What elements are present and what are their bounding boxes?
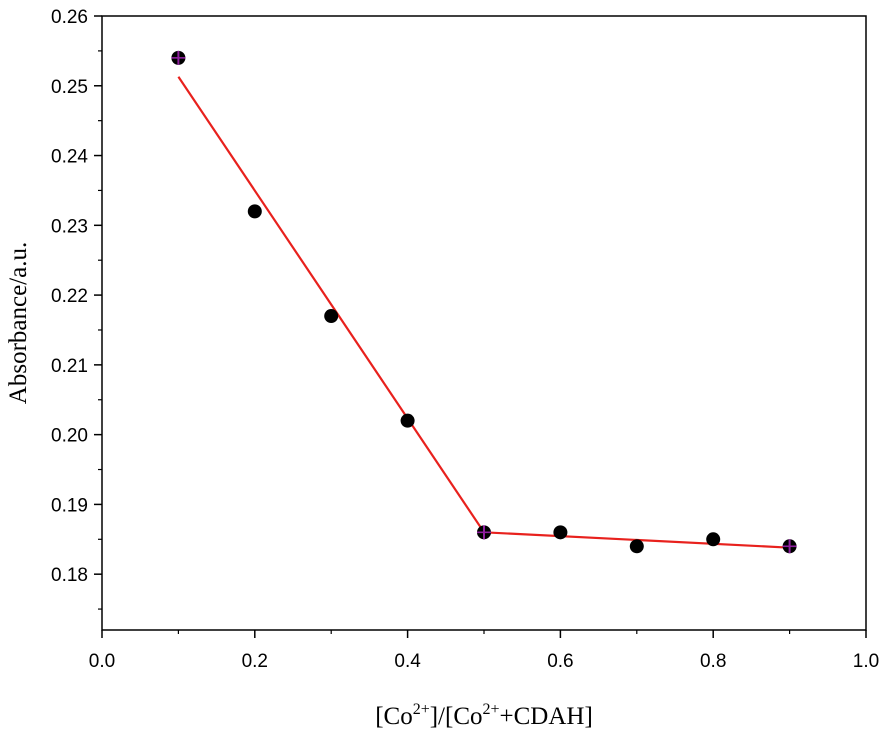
x-tick-label: 0.0: [89, 651, 115, 672]
x-tick-label: 0.2: [242, 651, 268, 672]
y-tick-label: 0.25: [51, 77, 88, 98]
data-points: [171, 50, 797, 554]
x-axis-title-part: ]/[Co: [430, 703, 483, 730]
data-point: [400, 413, 415, 428]
y-tick-label: 0.21: [51, 356, 88, 377]
fit-line: [177, 76, 485, 533]
axis-ticks: [94, 15, 867, 638]
x-axis-title-superscript: 2+: [413, 701, 430, 718]
x-tick-label: 0.4: [394, 651, 421, 672]
data-point: [324, 309, 339, 324]
x-tick-label: 1.0: [853, 651, 879, 672]
y-tick-label: 0.26: [51, 7, 88, 28]
fit-lines: [177, 76, 790, 549]
y-tick-label: 0.24: [51, 147, 88, 168]
data-point: [629, 539, 644, 554]
y-tick-label: 0.19: [51, 495, 88, 516]
x-axis-title-part: +CDAH]: [500, 703, 593, 730]
x-axis-title-part: [Co: [375, 703, 413, 730]
x-axis-title: [Co2+]/[Co2++CDAH]: [375, 701, 593, 730]
x-axis-title-superscript: 2+: [483, 701, 500, 718]
y-tick-label: 0.22: [51, 286, 88, 307]
data-point: [247, 204, 262, 219]
y-tick-label: 0.23: [51, 216, 88, 237]
data-point: [553, 525, 568, 540]
x-tick-label: 0.6: [547, 651, 573, 672]
x-tick-label: 0.8: [700, 651, 726, 672]
y-tick-label: 0.18: [51, 565, 88, 586]
data-point: [706, 532, 721, 547]
tick-labels: 0.0 0.2 0.4 0.6 0.8 1.0 0.18 0.19 0.20 0.21 0.22 0.…: [51, 7, 879, 672]
y-axis-title: Absorbance/a.u.: [5, 242, 32, 404]
y-tick-label: 0.20: [51, 426, 88, 447]
